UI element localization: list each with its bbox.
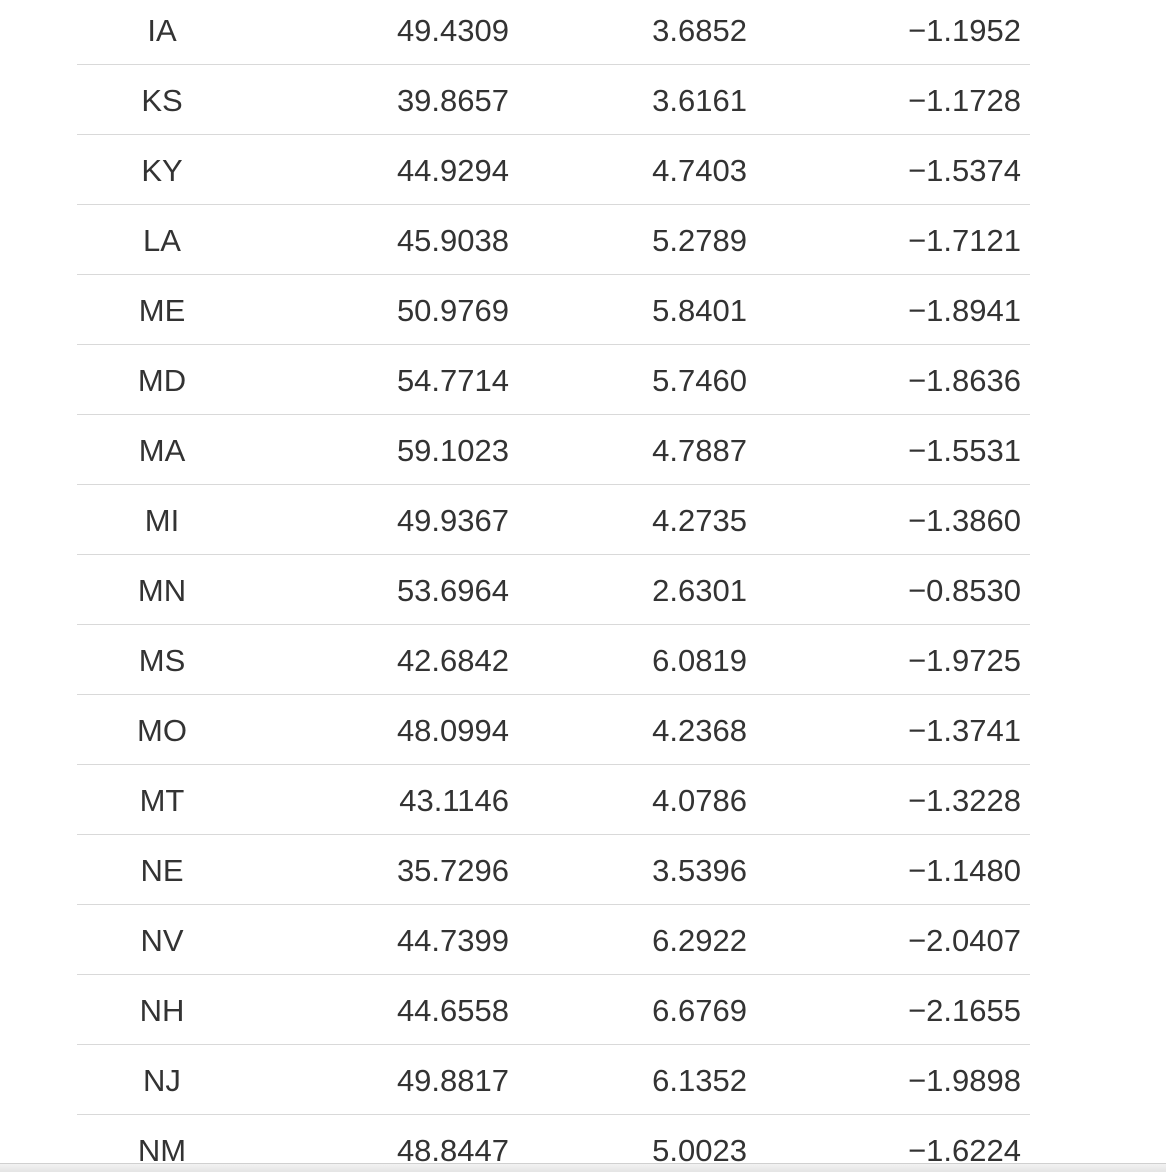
table-row: MI 49.9367 4.2735 −1.3860 <box>77 485 1030 555</box>
state-cell: NE <box>140 853 184 888</box>
table-row: KY 44.9294 4.7403 −1.5374 <box>77 135 1030 205</box>
state-cell: NJ <box>143 1063 181 1098</box>
value-cell-1: 48.0994 <box>396 713 509 748</box>
table-row: NJ 49.8817 6.1352 −1.9898 <box>77 1045 1030 1115</box>
table-row: MT 43.1146 4.0786 −1.3228 <box>77 765 1030 835</box>
state-cell: MT <box>139 783 185 818</box>
value-cell-2: 3.5396 <box>652 853 747 888</box>
table-row: LA 45.9038 5.2789 −1.7121 <box>77 205 1030 275</box>
table-row: ME 50.9769 5.8401 −1.8941 <box>77 275 1030 345</box>
value-cell-3: −1.1728 <box>908 83 1021 118</box>
value-cell-3: −1.6224 <box>908 1133 1021 1168</box>
value-cell-2: 6.0819 <box>652 643 747 678</box>
value-cell-2: 5.7460 <box>652 363 747 398</box>
value-cell-1: 39.8657 <box>396 83 509 118</box>
value-cell-1: 44.6558 <box>396 993 509 1028</box>
table-row: MO 48.0994 4.2368 −1.3741 <box>77 695 1030 765</box>
value-cell-1: 49.8817 <box>396 1063 509 1098</box>
table-row: NH 44.6558 6.6769 −2.1655 <box>77 975 1030 1045</box>
state-cell: KY <box>141 153 183 188</box>
state-cell: NM <box>137 1133 187 1168</box>
value-cell-2: 4.0786 <box>652 783 747 818</box>
value-cell-3: −1.1480 <box>908 853 1021 888</box>
value-cell-1: 42.6842 <box>396 643 509 678</box>
value-cell-3: −1.5531 <box>908 433 1021 468</box>
window-bottom-edge <box>0 1163 1166 1172</box>
state-cell: MI <box>144 503 180 538</box>
value-cell-3: −1.3228 <box>908 783 1021 818</box>
value-cell-1: 44.9294 <box>396 153 509 188</box>
value-cell-2: 5.2789 <box>652 223 747 258</box>
value-cell-1: 59.1023 <box>396 433 509 468</box>
value-cell-2: 2.6301 <box>652 573 747 608</box>
state-cell: MO <box>137 713 187 748</box>
data-table: IA 49.4309 3.6852 −1.1952 KS 39.8657 3.6161 −1.… <box>77 0 1030 1172</box>
state-cell: MD <box>137 363 187 398</box>
value-cell-3: −2.0407 <box>908 923 1021 958</box>
table-row: MA 59.1023 4.7887 −1.5531 <box>77 415 1030 485</box>
state-cell: LA <box>143 223 181 258</box>
value-cell-2: 4.7403 <box>652 153 747 188</box>
value-cell-3: −1.5374 <box>908 153 1021 188</box>
value-cell-2: 4.2735 <box>652 503 747 538</box>
table-row: IA 49.4309 3.6852 −1.1952 <box>77 0 1030 65</box>
value-cell-3: −1.8636 <box>908 363 1021 398</box>
state-cell: ME <box>138 293 186 328</box>
state-cell: MS <box>138 643 186 678</box>
table-row: MS 42.6842 6.0819 −1.9725 <box>77 625 1030 695</box>
value-cell-2: 6.6769 <box>652 993 747 1028</box>
value-cell-2: 3.6161 <box>652 83 747 118</box>
value-cell-1: 45.9038 <box>396 223 509 258</box>
value-cell-2: 4.2368 <box>652 713 747 748</box>
value-cell-3: −1.1952 <box>908 13 1021 48</box>
table-row: NM 48.8447 5.0023 −1.6224 <box>77 1115 1030 1172</box>
value-cell-3: −2.1655 <box>908 993 1021 1028</box>
table-row: NE 35.7296 3.5396 −1.1480 <box>77 835 1030 905</box>
value-cell-1: 50.9769 <box>396 293 509 328</box>
value-cell-1: 49.4309 <box>396 13 509 48</box>
value-cell-2: 6.1352 <box>652 1063 747 1098</box>
state-cell: KS <box>141 83 183 118</box>
state-cell: IA <box>147 13 177 48</box>
table-row: KS 39.8657 3.6161 −1.1728 <box>77 65 1030 135</box>
state-cell: NV <box>140 923 184 958</box>
value-cell-1: 44.7399 <box>396 923 509 958</box>
value-cell-1: 48.8447 <box>396 1133 509 1168</box>
value-cell-2: 5.0023 <box>652 1133 747 1168</box>
value-cell-1: 35.7296 <box>396 853 509 888</box>
state-cell: MN <box>137 573 187 608</box>
value-cell-1: 49.9367 <box>396 503 509 538</box>
table-row: MD 54.7714 5.7460 −1.8636 <box>77 345 1030 415</box>
table-row: MN 53.6964 2.6301 −0.8530 <box>77 555 1030 625</box>
value-cell-3: −1.3860 <box>908 503 1021 538</box>
value-cell-2: 4.7887 <box>652 433 747 468</box>
table-row: NV 44.7399 6.2922 −2.0407 <box>77 905 1030 975</box>
value-cell-3: −1.8941 <box>908 293 1021 328</box>
table-body: IA 49.4309 3.6852 −1.1952 KS 39.8657 3.6161 −1.… <box>77 0 1030 1172</box>
state-cell: NH <box>139 993 185 1028</box>
value-cell-2: 5.8401 <box>652 293 747 328</box>
value-cell-2: 6.2922 <box>652 923 747 958</box>
value-cell-3: −1.9898 <box>908 1063 1021 1098</box>
value-cell-3: −0.8530 <box>908 573 1021 608</box>
state-cell: MA <box>138 433 186 468</box>
value-cell-3: −1.3741 <box>908 713 1021 748</box>
value-cell-3: −1.7121 <box>908 223 1021 258</box>
value-cell-2: 3.6852 <box>652 13 747 48</box>
value-cell-1: 43.1146 <box>399 783 509 818</box>
value-cell-1: 53.6964 <box>396 573 509 608</box>
value-cell-3: −1.9725 <box>908 643 1021 678</box>
value-cell-1: 54.7714 <box>396 363 509 398</box>
